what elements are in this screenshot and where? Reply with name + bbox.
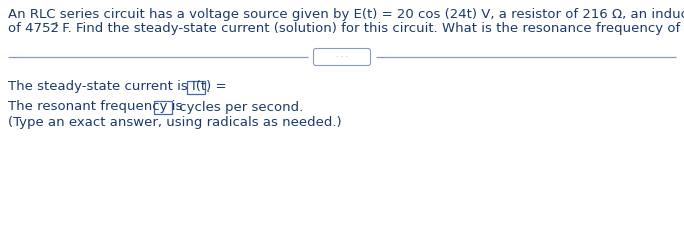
Text: An RLC series circuit has a voltage source given by E(t) = 20 cos (24t) V, a res: An RLC series circuit has a voltage sour… xyxy=(8,8,684,21)
Text: .: . xyxy=(206,81,210,95)
FancyBboxPatch shape xyxy=(154,101,172,114)
Text: ⁻¹: ⁻¹ xyxy=(49,22,59,32)
Text: F. Find the steady-state current (solution) for this circuit. What is the resona: F. Find the steady-state current (soluti… xyxy=(58,22,684,35)
FancyBboxPatch shape xyxy=(187,81,205,94)
Text: cycles per second.: cycles per second. xyxy=(175,102,303,114)
FancyBboxPatch shape xyxy=(313,49,371,66)
Text: · · ·: · · · xyxy=(336,52,348,61)
Text: The steady-state current is I(t) =: The steady-state current is I(t) = xyxy=(8,80,231,93)
Text: The resonant frequency is: The resonant frequency is xyxy=(8,100,187,113)
Text: (Type an exact answer, using radicals as needed.): (Type an exact answer, using radicals as… xyxy=(8,116,341,129)
Text: of 4752: of 4752 xyxy=(8,22,59,35)
